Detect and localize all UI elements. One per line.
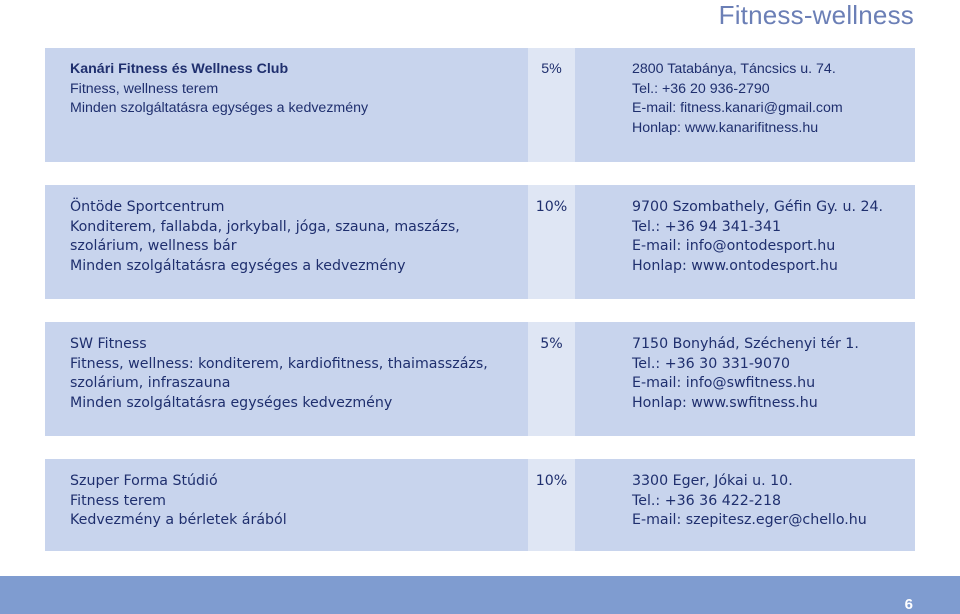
contact-phone: Tel.: +36 94 341-341 [632,218,782,235]
listing-info: SW Fitness Fitness, wellness: konditerem… [70,335,525,413]
listing-description: Fitness, wellness: konditerem, kardiofit… [70,355,488,372]
contact-address: 7150 Bonyhád, Széchenyi tér 1. [632,336,859,352]
listing-name: Kanári Fitness és Wellness Club [70,61,289,77]
listing-terms: Kedvezmény a bérletek árából [70,512,287,528]
contact-email: E-mail: info@swfitness.hu [632,375,816,391]
contact-address: 9700 Szombathely, Géfin Gy. u. 24. [632,199,884,215]
listing-terms: Minden szolgáltatásra egységes kedvezmén… [70,394,393,411]
listing-info: Kanári Fitness és Wellness Club Fitness,… [70,60,525,119]
listing-description: Konditerem, fallabda, jorkyball, jóga, s… [70,218,460,235]
listing-name: Szuper Forma Stúdió [70,473,218,489]
listing-description: szolárium, infraszauna [70,375,231,391]
contact-phone: Tel.: +36 20 936-2790 [632,80,770,97]
discount-value: 5% [541,61,562,77]
contact-address: 2800 Tatabánya, Táncsics u. 74. [632,61,836,77]
listing-description: Fitness terem [70,492,167,509]
listing-card-kanari: Kanári Fitness és Wellness Club Fitness,… [45,48,915,162]
contact-address: 3300 Eger, Jókai u. 10. [632,473,793,489]
listing-contact: 9700 Szombathely, Géfin Gy. u. 24. Tel.:… [632,198,912,276]
discount-column [528,322,575,436]
page-title: Fitness-wellness [718,0,914,30]
discount-column [528,185,575,299]
listing-info: Öntöde Sportcentrum Konditerem, fallabda… [70,198,525,276]
listing-card-szuperforma: Szuper Forma Stúdió Fitness terem Kedvez… [45,459,915,551]
discount-value: 5% [540,336,563,352]
contact-email: E-mail: fitness.kanari@gmail.com [632,100,843,116]
contact-phone: Tel.: +36 30 331-9070 [632,355,791,372]
listing-terms: Minden szolgáltatásra egységes a kedvezm… [70,257,406,274]
listing-contact: 3300 Eger, Jókai u. 10. Tel.: +36 36 422… [632,472,912,531]
listing-card-swfitness: SW Fitness Fitness, wellness: konditerem… [45,322,915,436]
listing-contact: 7150 Bonyhád, Széchenyi tér 1. Tel.: +36… [632,335,912,413]
listing-name: Öntöde Sportcentrum [70,199,225,215]
discount-column [528,48,575,162]
page-footer: 6 [0,576,960,614]
contact-email: E-mail: szepitesz.eger@chello.hu [632,512,867,528]
contact-email: E-mail: info@ontodesport.hu [632,238,836,254]
discount-value: 10% [535,199,568,215]
listing-card-ontode: Öntöde Sportcentrum Konditerem, fallabda… [45,185,915,299]
page-number: 6 [904,596,913,613]
listing-info: Szuper Forma Stúdió Fitness terem Kedvez… [70,472,525,531]
contact-web: Honlap: www.kanarifitness.hu [632,119,819,136]
contact-web: Honlap: www.swfitness.hu [632,394,818,411]
contact-phone: Tel.: +36 36 422-218 [632,492,782,509]
listing-terms: Minden szolgáltatásra egységes a kedvezm… [70,100,369,116]
listing-description: Fitness, wellness terem [70,80,219,97]
listing-contact: 2800 Tatabánya, Táncsics u. 74. Tel.: +3… [632,60,912,138]
discount-column [528,459,575,551]
contact-web: Honlap: www.ontodesport.hu [632,257,838,274]
listing-name: SW Fitness [70,336,147,352]
listing-description: szolárium, wellness bár [70,238,237,254]
discount-value: 10% [535,473,568,489]
